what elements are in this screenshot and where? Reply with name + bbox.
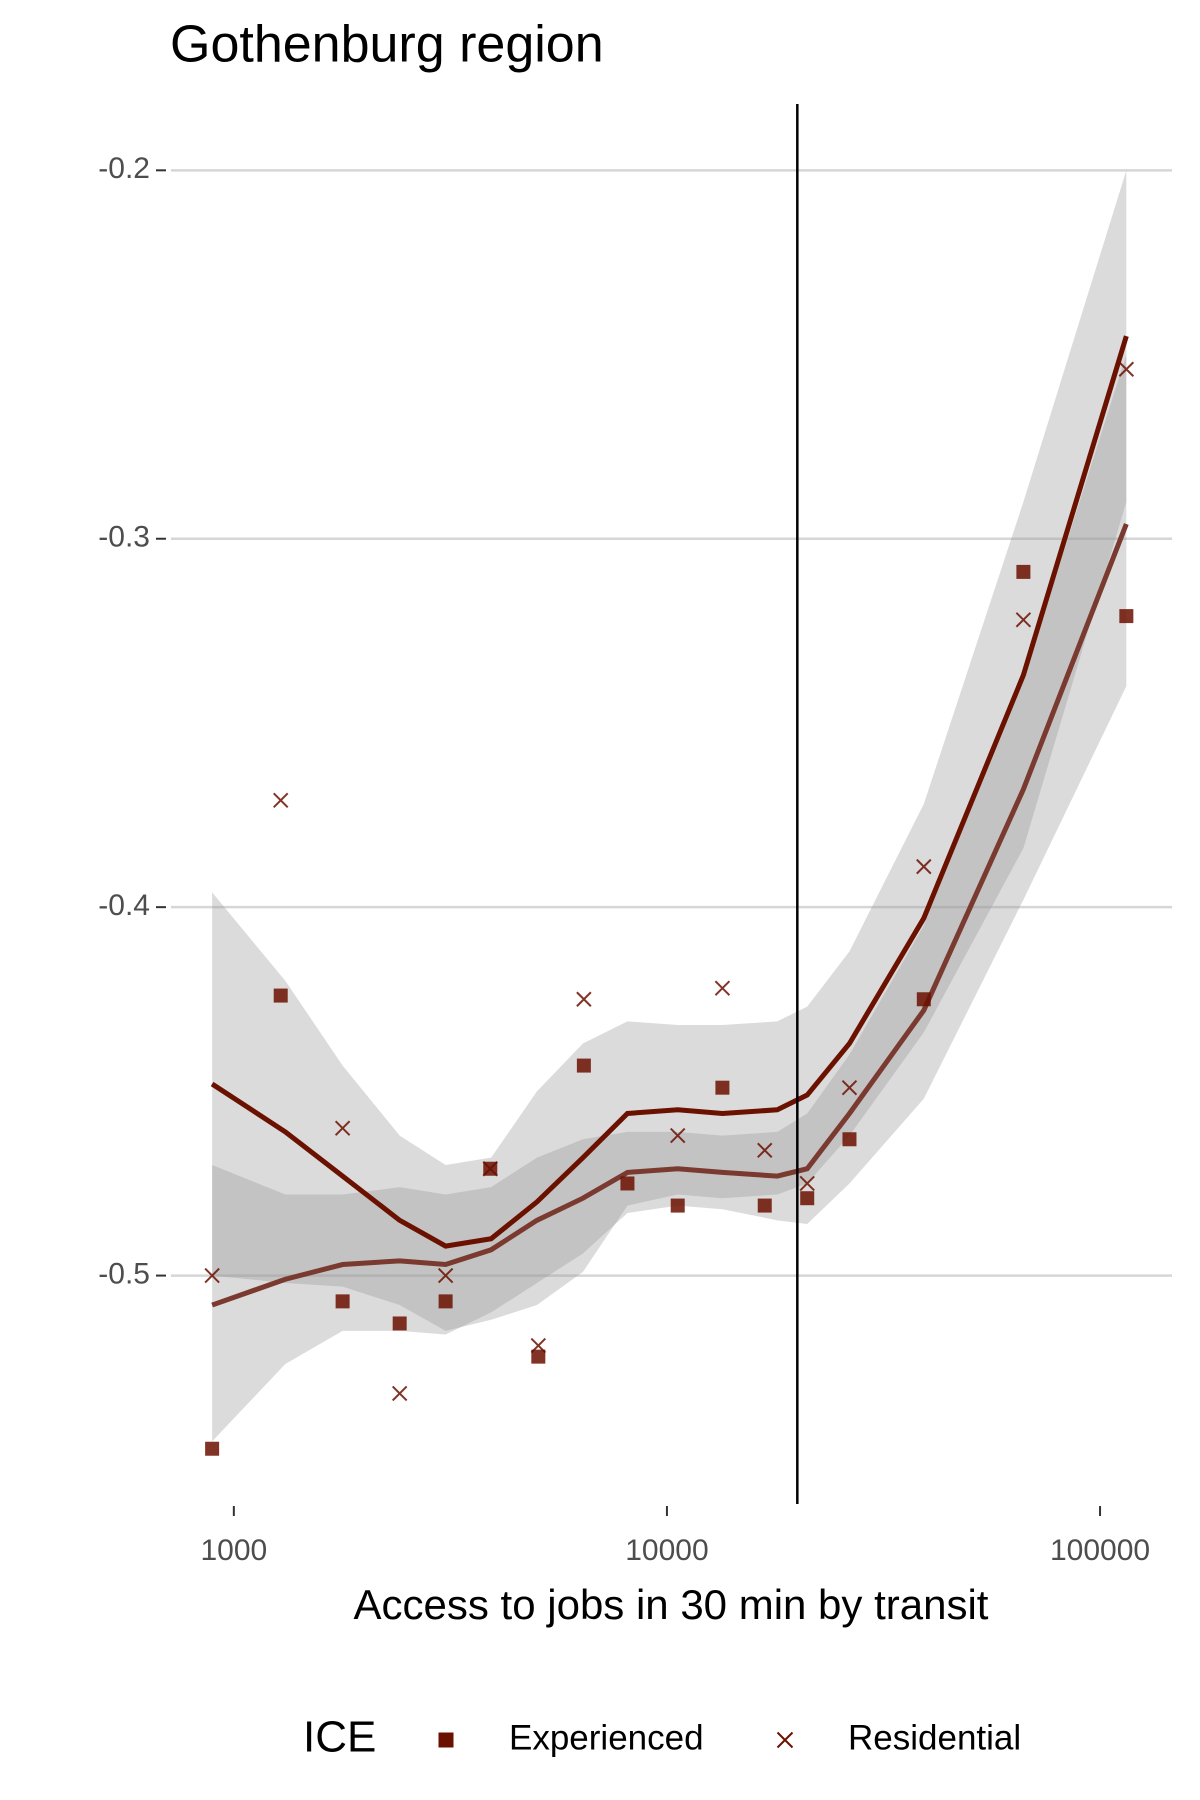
data-point: [799, 1175, 815, 1192]
fit-line: [210, 335, 1129, 1249]
data-point: [392, 1316, 407, 1331]
data-point: [576, 1058, 591, 1073]
fit-line: [211, 523, 1129, 1308]
y-tick-label: -0.3: [98, 521, 150, 554]
data-point: [670, 1198, 685, 1213]
y-tick-label: -0.5: [98, 1258, 150, 1291]
data-point: [438, 1294, 453, 1309]
data-point: [205, 1441, 220, 1456]
x-tick-label: 10000: [625, 1534, 708, 1567]
data-point: [715, 1080, 730, 1095]
data-point: [576, 991, 592, 1007]
confidence-band: [212, 170, 1127, 1331]
data-point: [531, 1349, 546, 1364]
y-tick-label: -0.4: [98, 889, 150, 922]
confidence-band: [212, 354, 1127, 1442]
data-point: [273, 792, 289, 809]
x-tick-label: 1000: [200, 1534, 267, 1567]
legend-marker: [776, 1731, 794, 1749]
data-point: [482, 1161, 498, 1177]
y-tick-label: -0.2: [98, 152, 150, 185]
x-tick-label: 100000: [1050, 1534, 1150, 1567]
data-point: [916, 992, 931, 1007]
x-axis-title: Access to jobs in 30 min by transit: [354, 1581, 989, 1628]
data-point: [1016, 564, 1031, 579]
legend-label: Residential: [848, 1718, 1021, 1757]
legend-marker: [438, 1732, 454, 1748]
data-point: [757, 1198, 772, 1213]
data-point: [334, 1120, 351, 1136]
data-point: [620, 1176, 635, 1191]
data-point: [670, 1127, 686, 1144]
data-point: [1118, 361, 1135, 377]
data-point: [916, 858, 932, 875]
data-point: [842, 1132, 857, 1147]
legend-label: Experienced: [509, 1718, 704, 1757]
data-point: [273, 988, 288, 1003]
data-point: [757, 1142, 773, 1159]
data-point: [391, 1385, 408, 1402]
data-point: [841, 1079, 858, 1096]
data-point: [800, 1191, 815, 1206]
chart-title: Gothenburg region: [170, 16, 604, 74]
data-point: [437, 1267, 454, 1284]
data-point: [204, 1267, 220, 1284]
data-point: [1015, 612, 1032, 628]
data-point: [714, 980, 731, 996]
legend-title: ICE: [303, 1713, 376, 1762]
data-point: [335, 1294, 350, 1309]
data-point: [530, 1337, 547, 1354]
data-point: [1119, 609, 1134, 624]
